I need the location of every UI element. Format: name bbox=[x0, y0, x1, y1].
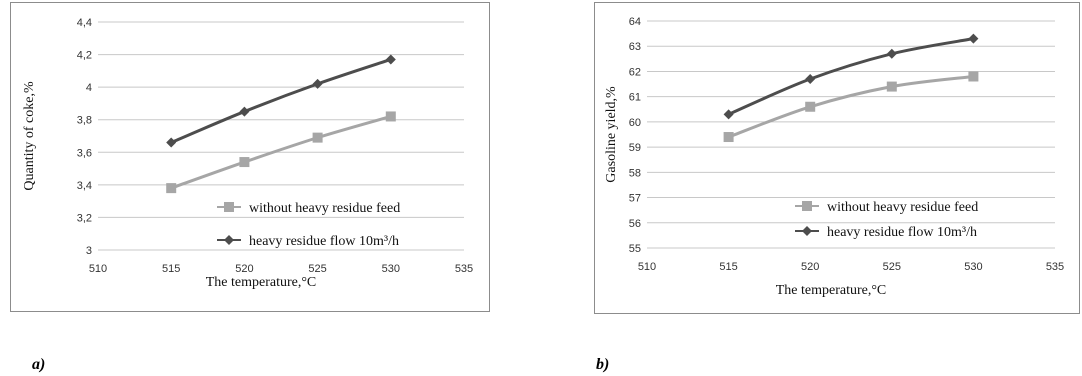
data-point bbox=[968, 33, 979, 44]
x-tick-label: 515 bbox=[719, 261, 737, 273]
data-point bbox=[805, 101, 816, 112]
data-point bbox=[166, 183, 177, 194]
x-axis-title: The temperature,°C bbox=[206, 275, 317, 290]
y-tick-label: 63 bbox=[629, 41, 641, 53]
x-tick-label: 530 bbox=[382, 263, 400, 275]
series-without-heavy-residue bbox=[723, 71, 979, 143]
y-tick-label: 3,6 bbox=[77, 147, 92, 159]
y-tick-label: 3,4 bbox=[77, 180, 92, 192]
y-tick-label: 4,2 bbox=[77, 50, 92, 62]
x-tick-label: 515 bbox=[162, 263, 180, 275]
y-tick-label: 3 bbox=[86, 245, 92, 257]
legend-entry: heavy residue flow 10m³/h bbox=[795, 225, 977, 240]
panel-label-a: a) bbox=[32, 356, 46, 373]
data-point bbox=[239, 106, 250, 117]
x-tick-label: 535 bbox=[455, 263, 473, 275]
data-point bbox=[385, 111, 396, 122]
series-line bbox=[170, 115, 392, 190]
series-without-heavy-residue bbox=[166, 111, 396, 194]
chart-panel-gasoline: 55 56 57 58 59 60 61 62 63 64 510 515 520 525 530 535 Th… bbox=[594, 2, 1080, 314]
x-axis-title: The temperature,°C bbox=[776, 283, 887, 298]
y-tick-label: 58 bbox=[629, 167, 641, 179]
y-axis-title: Quantity of coke,% bbox=[22, 81, 37, 191]
y-tick-label: 61 bbox=[629, 92, 641, 104]
y-tick-label: 56 bbox=[629, 218, 641, 230]
legend-marker bbox=[224, 202, 234, 212]
series-line bbox=[170, 58, 392, 144]
y-tick-label: 3,8 bbox=[77, 115, 92, 127]
legend-marker bbox=[802, 226, 812, 236]
legend-label: without heavy residue feed bbox=[249, 201, 400, 216]
data-point bbox=[385, 54, 396, 65]
legend-marker bbox=[802, 201, 812, 211]
legend-entry: heavy residue flow 10m³/h bbox=[217, 234, 399, 249]
series-heavy-residue-flow bbox=[166, 54, 396, 148]
x-tick-label: 510 bbox=[638, 261, 656, 273]
gasoline-chart: 55 56 57 58 59 60 61 62 63 64 510 515 520 525 530 535 Th… bbox=[604, 16, 1064, 298]
x-tick-label: 510 bbox=[89, 263, 107, 275]
data-point bbox=[312, 78, 323, 89]
data-point bbox=[886, 81, 897, 92]
series-line bbox=[728, 75, 974, 139]
panel-label-b: b) bbox=[596, 356, 610, 373]
y-tick-label: 4 bbox=[86, 82, 92, 94]
legend-marker bbox=[224, 235, 234, 245]
y-tick-label: 62 bbox=[629, 66, 641, 78]
x-tick-label: 530 bbox=[964, 261, 982, 273]
legend-entry: without heavy residue feed bbox=[217, 201, 400, 216]
y-tick-label: 64 bbox=[629, 16, 641, 28]
x-tick-label: 520 bbox=[235, 263, 253, 275]
data-point bbox=[723, 132, 734, 143]
y-tick-label: 4,4 bbox=[77, 17, 92, 29]
data-point bbox=[239, 157, 250, 168]
x-tick-label: 520 bbox=[801, 261, 819, 273]
legend-label: heavy residue flow 10m³/h bbox=[249, 234, 399, 249]
data-point bbox=[968, 71, 979, 82]
y-tick-label: 60 bbox=[629, 117, 641, 129]
legend-label: heavy residue flow 10m³/h bbox=[827, 225, 977, 240]
chart-panel-coke: 3 3,2 3,4 3,6 3,8 4 4,2 4,4 510 515 520 525 530 535 Th… bbox=[10, 2, 490, 312]
data-point bbox=[805, 74, 816, 85]
data-point bbox=[166, 137, 177, 148]
x-tick-label: 525 bbox=[883, 261, 901, 273]
y-tick-label: 59 bbox=[629, 142, 641, 154]
legend-label: without heavy residue feed bbox=[827, 200, 978, 215]
y-tick-label: 57 bbox=[629, 193, 641, 205]
data-point bbox=[312, 132, 323, 143]
series-line bbox=[728, 37, 974, 116]
series-heavy-residue-flow bbox=[723, 33, 979, 120]
y-axis-title: Gasoline yield,% bbox=[604, 86, 619, 183]
data-point bbox=[723, 109, 734, 120]
y-tick-label: 55 bbox=[629, 243, 641, 255]
data-point bbox=[886, 48, 897, 59]
x-tick-label: 535 bbox=[1046, 261, 1064, 273]
y-tick-label: 3,2 bbox=[77, 212, 92, 224]
coke-chart: 3 3,2 3,4 3,6 3,8 4 4,2 4,4 510 515 520 525 530 535 Th… bbox=[22, 17, 473, 290]
legend-entry: without heavy residue feed bbox=[795, 200, 978, 215]
x-tick-label: 525 bbox=[308, 263, 326, 275]
